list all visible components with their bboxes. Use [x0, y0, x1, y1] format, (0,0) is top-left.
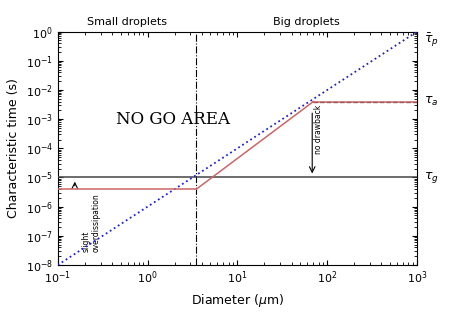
- Text: $\tau_a$: $\tau_a$: [424, 95, 438, 108]
- Text: NO GO AREA: NO GO AREA: [117, 111, 230, 128]
- Text: Big droplets: Big droplets: [273, 17, 340, 27]
- Text: Small droplets: Small droplets: [87, 17, 167, 27]
- Text: $\bar{\tau}_p$: $\bar{\tau}_p$: [424, 32, 439, 49]
- Text: slight
overdissipation: slight overdissipation: [81, 193, 100, 252]
- Y-axis label: Characteristic time (s): Characteristic time (s): [7, 78, 20, 218]
- X-axis label: Diameter ($\mu$m): Diameter ($\mu$m): [191, 292, 284, 309]
- Text: $\tau_g$: $\tau_g$: [424, 170, 439, 185]
- Text: no drawback: no drawback: [314, 105, 323, 155]
